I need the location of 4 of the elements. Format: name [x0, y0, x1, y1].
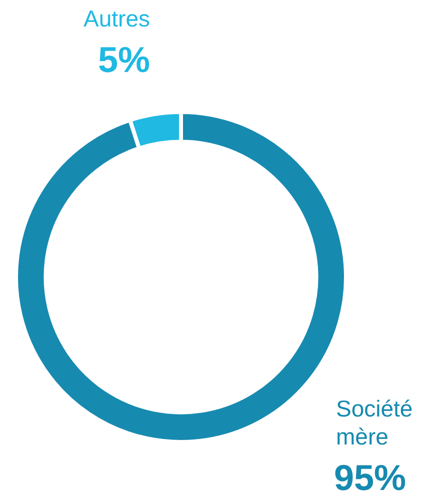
slice-label: Autres — [84, 5, 150, 32]
slice-label: Société mère — [336, 395, 413, 450]
data-label: 5% — [98, 38, 150, 80]
data-label: 95% — [334, 456, 406, 496]
